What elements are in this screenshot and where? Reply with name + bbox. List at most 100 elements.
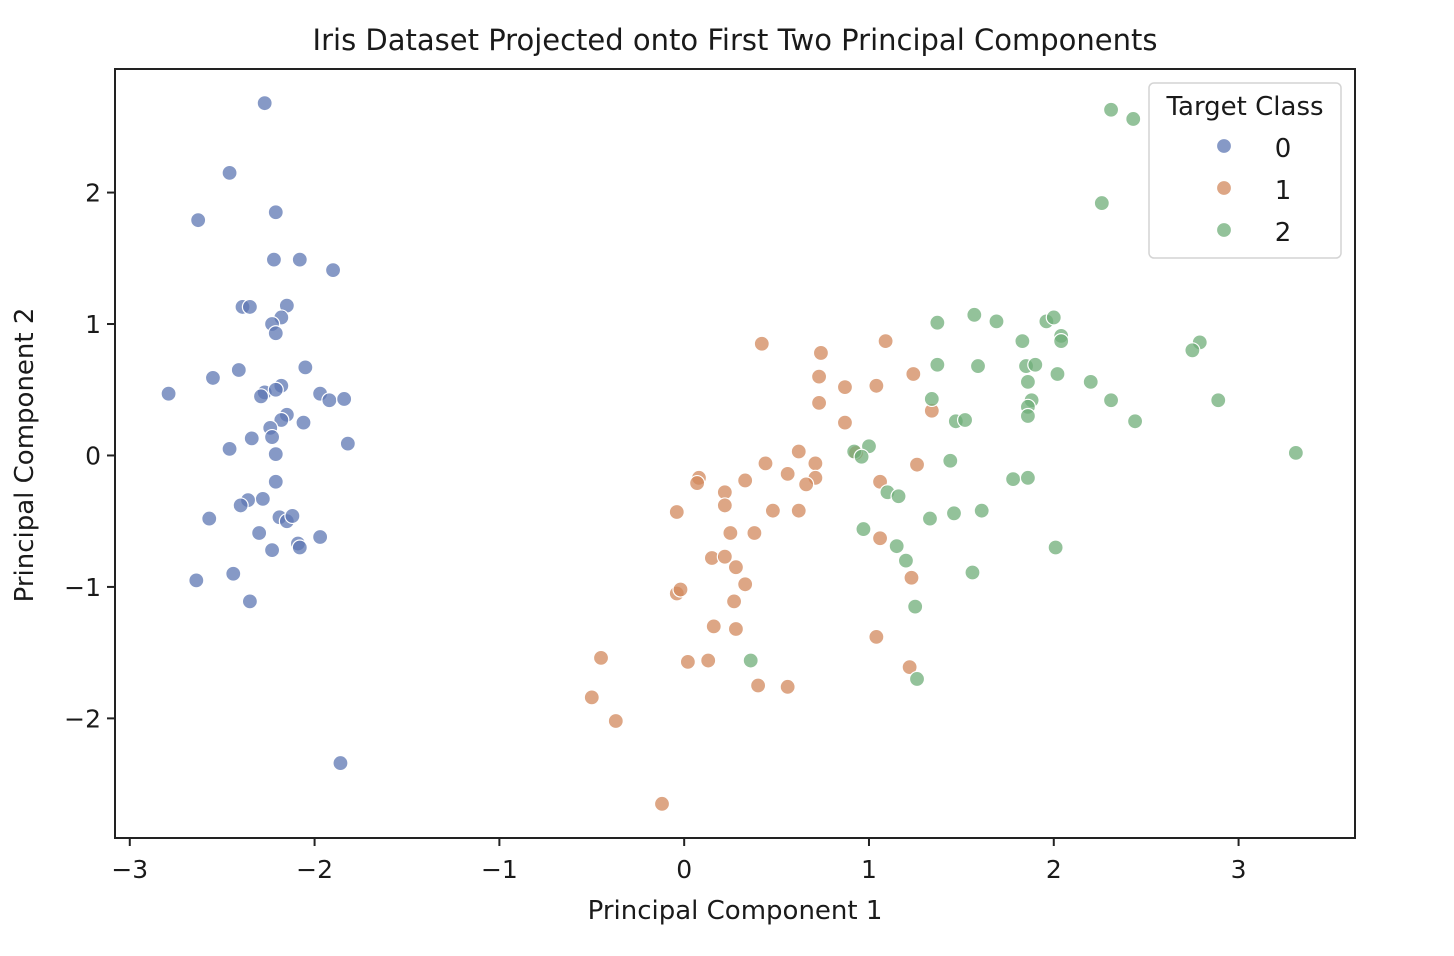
legend-label-class-1: 1 [1275, 176, 1292, 206]
x-tick-label: 3 [1231, 855, 1247, 884]
data-point-class-2 [907, 598, 924, 615]
data-point-class-0 [204, 369, 222, 387]
x-tick-label: 0 [676, 855, 692, 884]
legend-box [1148, 82, 1342, 259]
data-point-class-2 [855, 520, 872, 538]
data-point-class-0 [295, 414, 312, 431]
data-point-class-1 [836, 414, 854, 431]
data-point-class-1 [679, 653, 696, 670]
data-point-class-1 [700, 652, 717, 669]
data-point-class-1 [749, 677, 767, 694]
y-tick-label: 1 [85, 310, 101, 339]
data-point-class-1 [810, 394, 828, 411]
data-point-class-0 [251, 524, 268, 542]
data-point-class-2 [988, 313, 1005, 330]
data-point-class-0 [312, 528, 329, 546]
y-tick-label: −2 [64, 704, 101, 733]
data-point-class-1 [727, 620, 745, 638]
data-point-class-2 [1125, 110, 1142, 128]
data-point-class-1 [836, 379, 854, 396]
data-point-class-0 [230, 361, 247, 379]
data-point-class-2 [969, 357, 987, 375]
data-point-class-1 [705, 618, 722, 635]
data-point-class-1 [716, 497, 733, 514]
data-point-class-0 [267, 204, 284, 221]
data-point-class-0 [267, 325, 284, 342]
axis-ticks: −3 −2 −1 0 1 2 3 −2 −1 0 1 2 [64, 179, 1246, 884]
data-point-class-1 [737, 576, 754, 593]
data-point-class-1 [908, 456, 926, 473]
data-point-class-0 [241, 593, 259, 610]
data-point-class-2 [1014, 333, 1031, 350]
data-point-class-0 [267, 473, 284, 490]
data-point-class-1 [905, 365, 922, 383]
data-point-class-1 [668, 503, 685, 521]
data-point-class-1 [807, 455, 824, 472]
data-point-class-0 [225, 565, 242, 582]
data-point-class-2 [1126, 413, 1144, 430]
data-point-class-0 [221, 164, 238, 181]
data-point-class-2 [1047, 539, 1064, 556]
data-point-class-0 [321, 392, 338, 409]
data-point-class-2 [1049, 365, 1066, 383]
data-point-class-0 [201, 510, 218, 527]
legend-marker-class-0 [1215, 137, 1233, 155]
data-point-class-0 [265, 251, 283, 268]
data-point-class-1 [753, 335, 770, 352]
data-point-class-1 [737, 472, 754, 489]
data-point-class-2 [1093, 194, 1110, 212]
x-tick-label: −1 [481, 855, 518, 884]
legend-title: Target Class [1165, 92, 1323, 122]
data-point-class-2 [1082, 373, 1099, 390]
data-point-class-1 [757, 455, 774, 472]
data-point-class-0 [336, 390, 353, 408]
legend-label-class-2: 2 [1275, 218, 1292, 248]
data-point-class-0 [160, 385, 177, 402]
data-point-class-2 [908, 670, 926, 688]
data-point-class-1 [583, 689, 600, 706]
y-tick-label: 2 [85, 179, 101, 208]
data-point-class-0 [188, 572, 205, 589]
data-point-class-0 [267, 381, 284, 398]
data-point-class-2 [973, 502, 990, 519]
data-point-class-2 [1053, 333, 1070, 350]
data-point-class-1 [725, 593, 743, 610]
data-point-class-2 [1102, 392, 1120, 409]
data-point-class-0 [256, 95, 273, 112]
data-point-class-2 [742, 652, 759, 669]
data-point-class-1 [779, 678, 796, 695]
data-point-class-1 [727, 559, 745, 576]
data-point-class-0 [332, 754, 349, 772]
data-point-class-1 [779, 465, 796, 482]
data-point-class-0 [263, 542, 281, 559]
data-point-class-2 [1210, 392, 1227, 409]
data-point-class-2 [853, 448, 870, 465]
legend-entries: 0 1 2 [1215, 134, 1292, 248]
data-point-class-1 [716, 548, 733, 565]
data-point-class-0 [339, 435, 356, 452]
data-point-class-2 [929, 314, 946, 331]
x-tick-label: 1 [861, 855, 877, 884]
data-point-class-1 [746, 524, 763, 542]
data-point-class-2 [897, 552, 915, 569]
data-point-class-2 [956, 411, 974, 429]
data-point-class-1 [672, 581, 689, 598]
x-tick-label: 2 [1046, 855, 1062, 884]
x-axis-label: Principal Component 1 [588, 896, 883, 926]
y-tick-label: −1 [64, 573, 101, 602]
data-point-class-0 [284, 507, 301, 525]
data-point-class-2 [942, 452, 959, 469]
data-point-class-1 [653, 795, 671, 812]
data-point-class-2 [1102, 101, 1120, 118]
legend-marker-class-1 [1215, 179, 1233, 197]
data-point-class-0 [254, 490, 271, 507]
data-point-class-2 [966, 306, 983, 323]
data-point-class-2 [964, 564, 981, 581]
data-point-class-0 [267, 446, 284, 463]
legend: Target Class 0 1 2 [1148, 82, 1342, 259]
data-point-class-2 [888, 538, 905, 555]
data-points [160, 95, 1304, 812]
data-point-class-1 [871, 530, 889, 547]
